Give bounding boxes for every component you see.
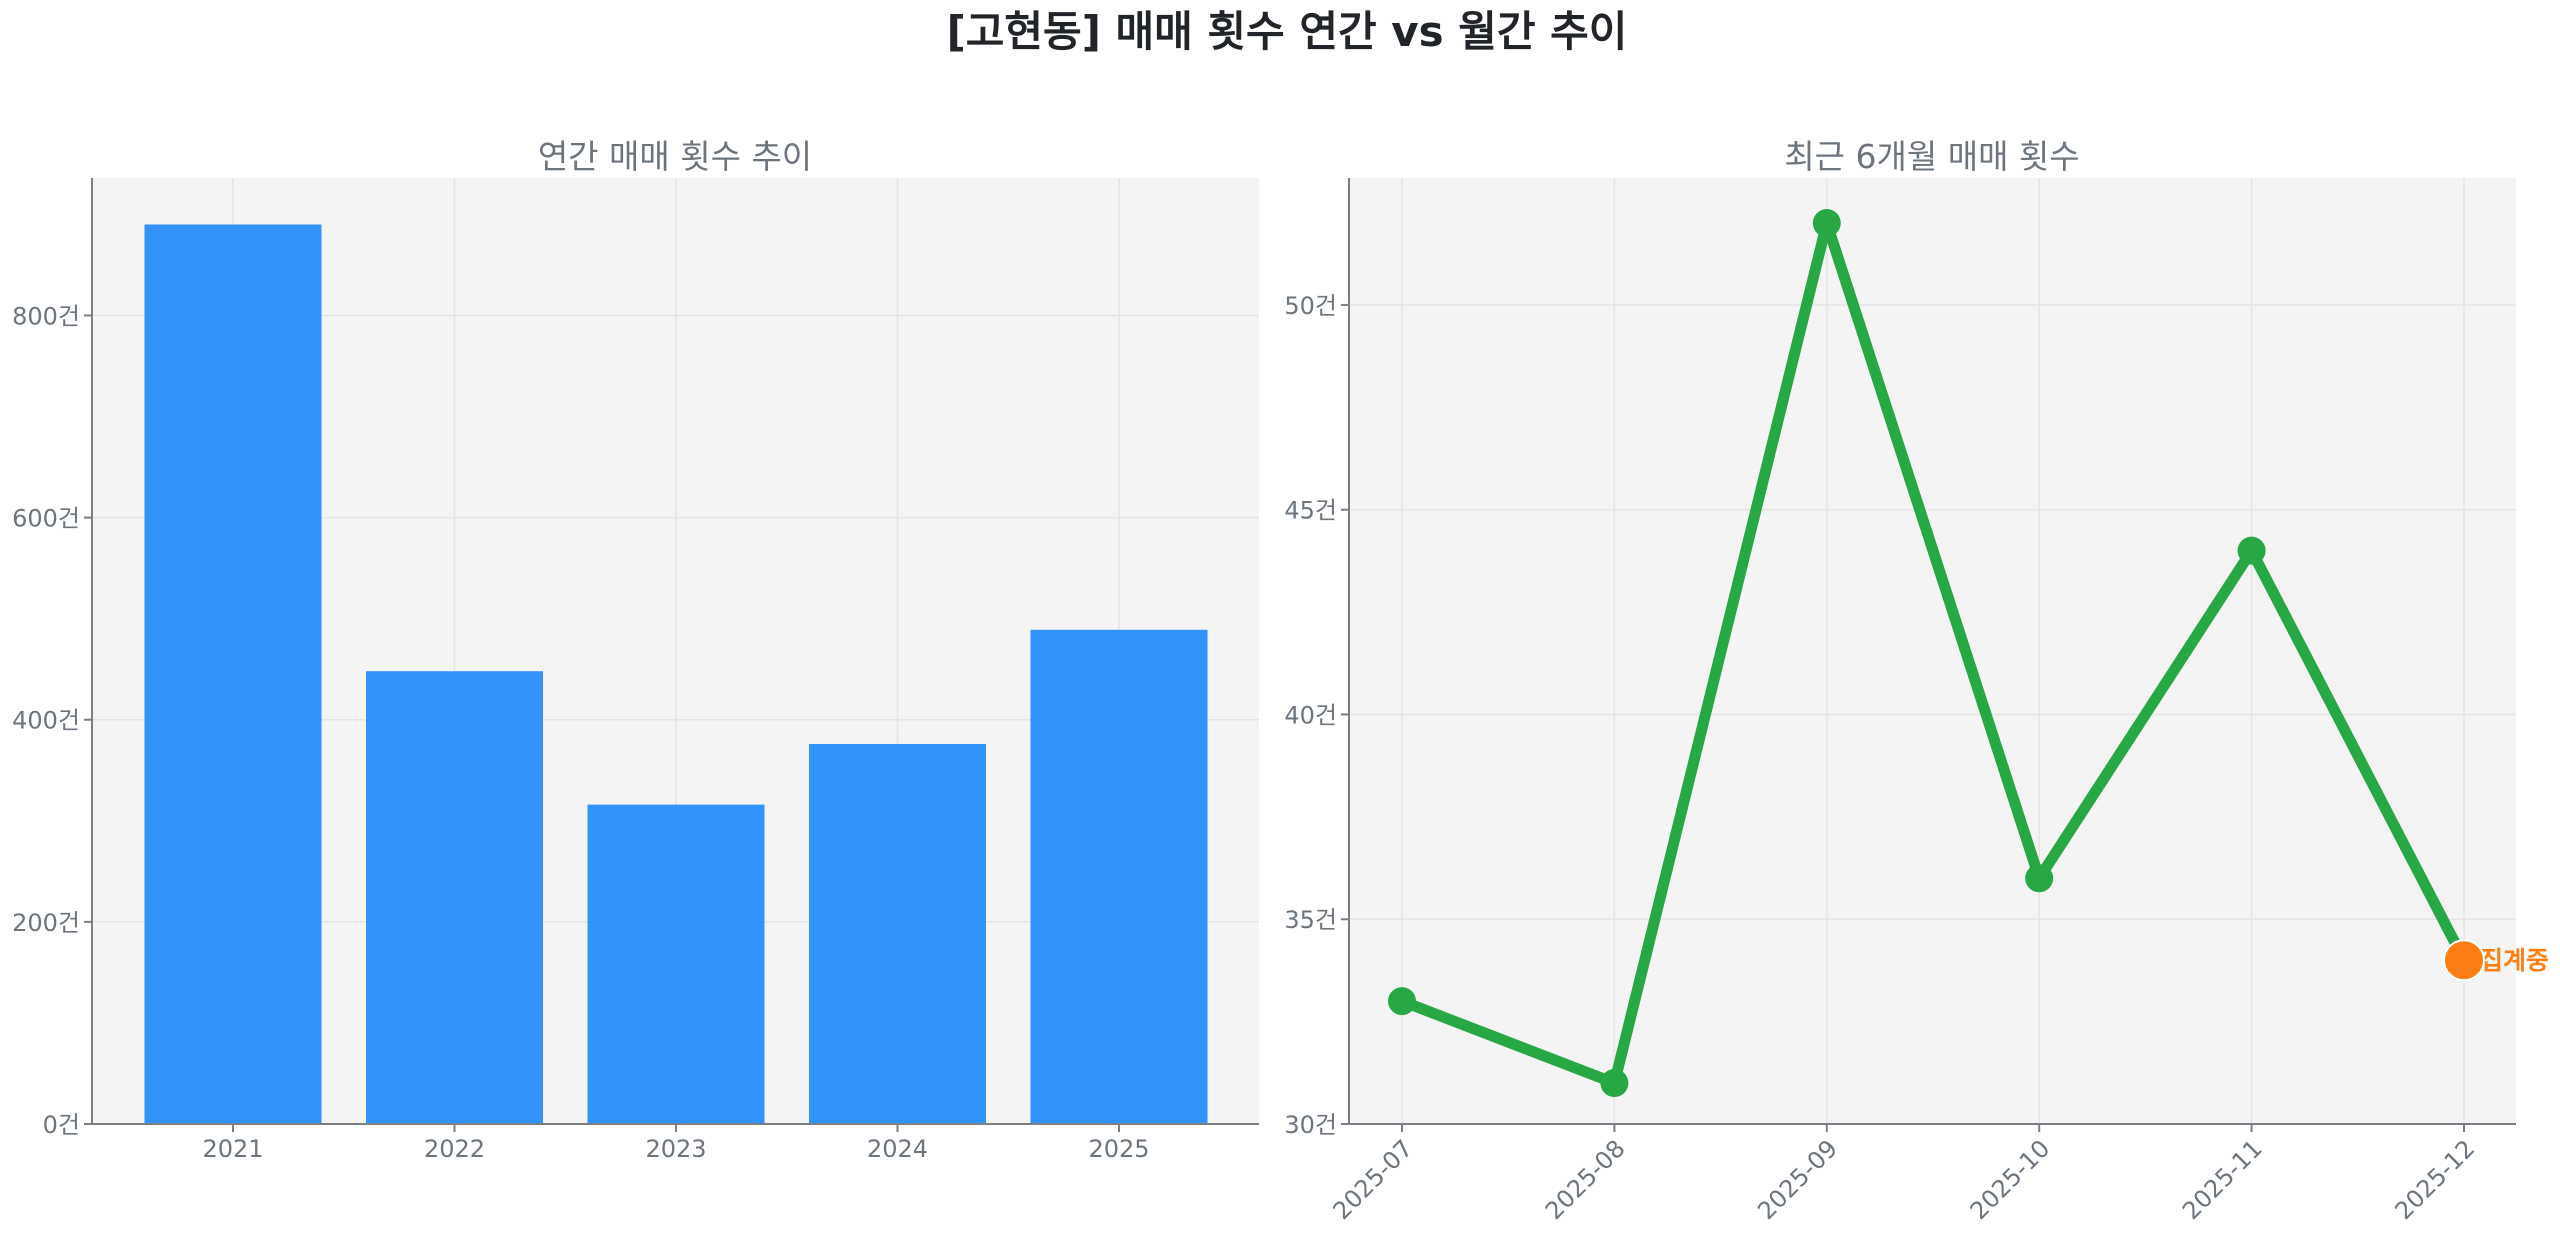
line-plot-area	[1349, 178, 2516, 1124]
y-tick-label: 0건	[43, 1111, 80, 1139]
data-point-2025-10	[2025, 864, 2054, 893]
bar-chart-title: 연간 매매 횟수 추이	[538, 137, 812, 176]
bar-2024	[809, 743, 986, 1124]
y-tick-label: 400건	[12, 707, 80, 735]
trend-line	[1396, 217, 2470, 1089]
y-tick-label: 600건	[12, 505, 80, 533]
data-point-2025-08	[1600, 1069, 1629, 1098]
y-tick-label: 35건	[1284, 906, 1337, 934]
data-point-highlight	[2443, 939, 2485, 982]
y-tick-label: 50건	[1284, 292, 1337, 320]
figure-title: [고현동] 매매 횟수 연간 vs 월간 추이	[947, 7, 1628, 56]
data-point-2025-09	[1812, 209, 1841, 238]
bar-2025	[1030, 629, 1208, 1124]
x-tick-label: 2025-09	[1752, 1134, 1843, 1225]
y-tick-label: 45건	[1284, 497, 1337, 525]
x-tick-label: 2023	[645, 1135, 706, 1163]
x-tick-label: 2025-11	[2177, 1134, 2268, 1225]
x-tick-label: 2025-07	[1328, 1134, 1419, 1225]
x-tick-label: 2025-08	[1540, 1134, 1631, 1225]
pending-label: 집계중	[2480, 946, 2549, 975]
y-tick-label: 30건	[1284, 1111, 1337, 1139]
bar-series	[144, 224, 1208, 1124]
line-chart-title: 최근 6개월 매매 횟수	[1784, 137, 2079, 176]
x-tick-label: 2025-10	[1965, 1134, 2056, 1225]
bar-2021	[144, 224, 322, 1124]
line-series: 집계중	[1388, 209, 2549, 1098]
x-tick-label: 2021	[202, 1135, 263, 1163]
y-tick-label: 800건	[12, 302, 80, 330]
bar-2022	[366, 671, 543, 1124]
bar-2023	[587, 804, 765, 1124]
y-tick-label: 40건	[1284, 701, 1337, 729]
data-point-2025-07	[1388, 987, 1416, 1016]
x-tick-label: 2024	[867, 1135, 928, 1163]
x-tick-label: 2025	[1088, 1135, 1149, 1163]
data-point-2025-11	[2237, 536, 2266, 565]
y-tick-label: 200건	[12, 909, 80, 937]
annual-bar-chart: 연간 매매 횟수 추이 0건 200건 400건 600건 800건 2021 2022 20…	[12, 137, 1259, 1163]
bar-axes: 0건 200건 400건 600건 800건 2021 2022 2023 2024 2025	[12, 178, 1259, 1163]
x-tick-label: 2022	[424, 1135, 485, 1163]
monthly-line-chart: 최근 6개월 매매 횟수 집계중 30건 35건 40건 45건 50건 2025-07 2…	[1284, 137, 2549, 1225]
x-tick-label: 2025-12	[2390, 1134, 2481, 1225]
